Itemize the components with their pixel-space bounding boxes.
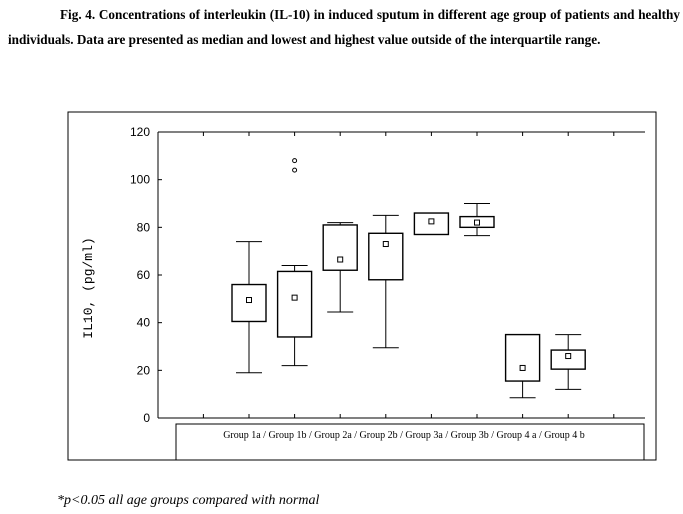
box-iqr: [276, 270, 313, 338]
median-marker: [565, 353, 572, 360]
y-tick-label: 120: [130, 125, 150, 139]
outlier-point: [292, 167, 298, 173]
median-marker: [382, 241, 389, 248]
caption-prefix: Fig. 4.: [60, 7, 96, 22]
median-marker: [519, 364, 526, 371]
outlier-point: [292, 158, 298, 164]
chart-frame: [67, 111, 657, 461]
box-iqr: [550, 349, 586, 370]
box-iqr: [504, 333, 541, 382]
median-marker: [474, 219, 480, 226]
y-tick-label: 100: [130, 173, 150, 187]
y-axis-label: IL10, (pg/ml): [81, 237, 96, 338]
y-tick-label: 60: [137, 268, 151, 282]
median-marker: [428, 218, 435, 225]
figure-caption: Fig. 4. Concentrations of interleukin (I…: [8, 2, 680, 52]
x-axis-label: Group 1a / Group 1b / Group 2a / Group 2…: [223, 430, 585, 441]
y-tick-label: 80: [137, 220, 151, 234]
y-tick-label: 40: [137, 316, 151, 330]
x-axis-label-box: [175, 423, 645, 461]
median-marker: [337, 256, 344, 263]
median-marker: [291, 294, 298, 301]
y-tick-label: 0: [143, 411, 150, 425]
median-marker: [246, 297, 252, 304]
caption-text: Concentrations of interleukin (IL-10) in…: [8, 7, 680, 47]
plot-area: 0 20 40 60 80 100 120: [130, 125, 645, 425]
box-iqr: [322, 224, 358, 271]
y-tick-label: 20: [137, 363, 151, 377]
box-iqr: [368, 232, 404, 281]
footnote: *p<0.05 all age groups compared with nor…: [57, 493, 320, 508]
